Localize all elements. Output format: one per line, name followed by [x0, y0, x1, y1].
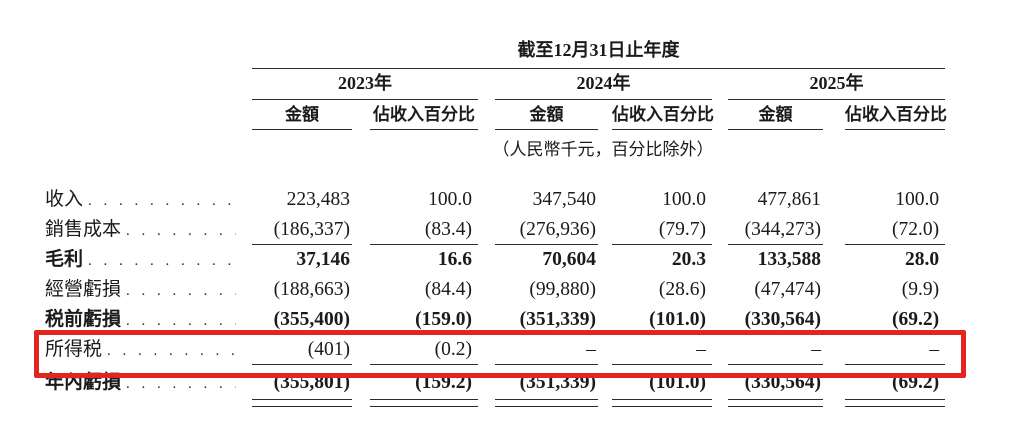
value-cell: (186,337) [252, 214, 352, 245]
dot-leader: . . . . . . . . . . . . . . . . . . . . … [126, 283, 236, 299]
table-row: 毛利 . . . . . . . . . . . . . . . . . . .… [40, 244, 945, 274]
value-cell: (330,564) [744, 372, 821, 393]
amount-header-2024: 金額 [495, 99, 598, 130]
value-cell: (99,880) [529, 279, 596, 300]
dot-leader: . . . . . . . . . . . . . . . . . . . . … [126, 223, 236, 239]
value-cell: – [495, 334, 598, 365]
table-row: 銷售成本 . . . . . . . . . . . . . . . . . .… [40, 214, 946, 245]
table-title-row: 截至12月31日止年度 [40, 36, 946, 69]
value-cell: 223,483 [286, 189, 350, 210]
double-rule [845, 399, 946, 407]
value-cell: (28.6) [658, 279, 706, 300]
unit-note-row: （人民幣千元，百分比除外） [40, 130, 945, 161]
value-cell: (355,400) [273, 309, 350, 330]
value-cell: (330,564) [744, 309, 821, 330]
value-cell: 16.6 [437, 249, 472, 270]
double-rule [612, 399, 712, 407]
amount-header-2025: 金額 [728, 99, 823, 130]
value-cell: (159.2) [415, 372, 472, 393]
row-label: 收入 [45, 189, 84, 210]
double-rule [370, 399, 478, 407]
value-cell: (72.0) [845, 214, 946, 245]
table-body: 收入 . . . . . . . . . . . . . . . . . . .… [40, 184, 946, 397]
value-cell: 70,604 [542, 249, 596, 270]
table-title: 截至12月31日止年度 [252, 36, 946, 69]
dot-leader: . . . . . . . . . . . . . . . . . . . . … [88, 253, 236, 269]
value-cell: (83.4) [370, 214, 478, 245]
year-header-row: 2023年 2024年 2025年 [40, 68, 946, 100]
value-cell: (101.0) [649, 372, 706, 393]
dot-leader: . . . . . . . . . . . . . . . . . . . . … [126, 376, 236, 392]
row-label: 年內虧損 [45, 372, 122, 393]
dot-leader: . . . . . . . . . . . . . . . . . . . . … [107, 343, 236, 359]
value-cell: 20.3 [671, 249, 706, 270]
row-label: 銷售成本 [45, 219, 122, 240]
row-label: 所得税 [45, 339, 103, 360]
value-cell: (188,663) [273, 279, 350, 300]
row-label: 經營虧損 [45, 279, 122, 300]
year-header-2023: 2023年 [252, 68, 478, 100]
value-cell: (84.4) [424, 279, 472, 300]
value-cell: (344,273) [728, 214, 823, 245]
spacer-row [40, 160, 945, 184]
percent-header-2024: 佔收入百分比 [612, 99, 714, 130]
value-cell: 28.0 [904, 249, 940, 270]
value-cell: (355,801) [273, 372, 350, 393]
value-cell: (351,339) [519, 309, 596, 330]
value-cell: (159.0) [415, 309, 472, 330]
value-cell: (351,339) [519, 372, 596, 393]
subheader-row: 金額 佔收入百分比 金額 佔收入百分比 金額 佔收入百分比 [40, 99, 947, 130]
dot-leader: . . . . . . . . . . . . . . . . . . . . … [88, 193, 236, 209]
value-cell: (101.0) [649, 309, 706, 330]
value-cell: (0.2) [370, 334, 478, 365]
percent-header-2023: 佔收入百分比 [370, 99, 478, 130]
table-row: 所得税 . . . . . . . . . . . . . . . . . . … [40, 334, 946, 365]
value-cell: – [728, 334, 823, 365]
value-cell: 100.0 [662, 189, 706, 210]
value-cell: 100.0 [895, 189, 940, 210]
row-label: 毛利 [45, 249, 84, 270]
value-cell: (79.7) [612, 214, 712, 245]
value-cell: 37,146 [296, 249, 350, 270]
year-header-2025: 2025年 [728, 68, 946, 100]
table-row: 收入 . . . . . . . . . . . . . . . . . . .… [40, 184, 945, 214]
double-rule [728, 399, 823, 407]
value-cell: (47,474) [754, 279, 821, 300]
double-rule [495, 399, 598, 407]
amount-header-2023: 金額 [252, 99, 352, 130]
value-cell: (401) [252, 334, 352, 365]
table-row: 年內虧損 . . . . . . . . . . . . . . . . . .… [40, 364, 945, 397]
percent-header-2025: 佔收入百分比 [845, 99, 947, 130]
value-cell: 133,588 [757, 249, 821, 270]
value-cell: (9.9) [901, 279, 940, 300]
value-cell: 347,540 [532, 189, 596, 210]
value-cell: (69.2) [891, 309, 940, 330]
row-label: 税前虧損 [45, 309, 122, 330]
dot-leader: . . . . . . . . . . . . . . . . . . . . … [126, 313, 236, 329]
value-cell: (276,936) [495, 214, 598, 245]
year-header-2024: 2024年 [495, 68, 712, 100]
value-cell: 477,861 [757, 189, 821, 210]
double-rule-row [40, 397, 946, 409]
value-cell: (69.2) [891, 372, 940, 393]
value-cell: 100.0 [428, 189, 472, 210]
value-cell: – [612, 334, 712, 365]
table-row: 税前虧損 . . . . . . . . . . . . . . . . . .… [40, 304, 945, 334]
double-rule [252, 399, 352, 407]
table-row: 經營虧損 . . . . . . . . . . . . . . . . . .… [40, 274, 945, 304]
value-cell: – [845, 334, 946, 365]
financial-table: 截至12月31日止年度 2023年 2024年 2025年 金額 佔收入百分比 … [40, 36, 947, 409]
unit-note: （人民幣千元，百分比除外） [492, 140, 714, 159]
